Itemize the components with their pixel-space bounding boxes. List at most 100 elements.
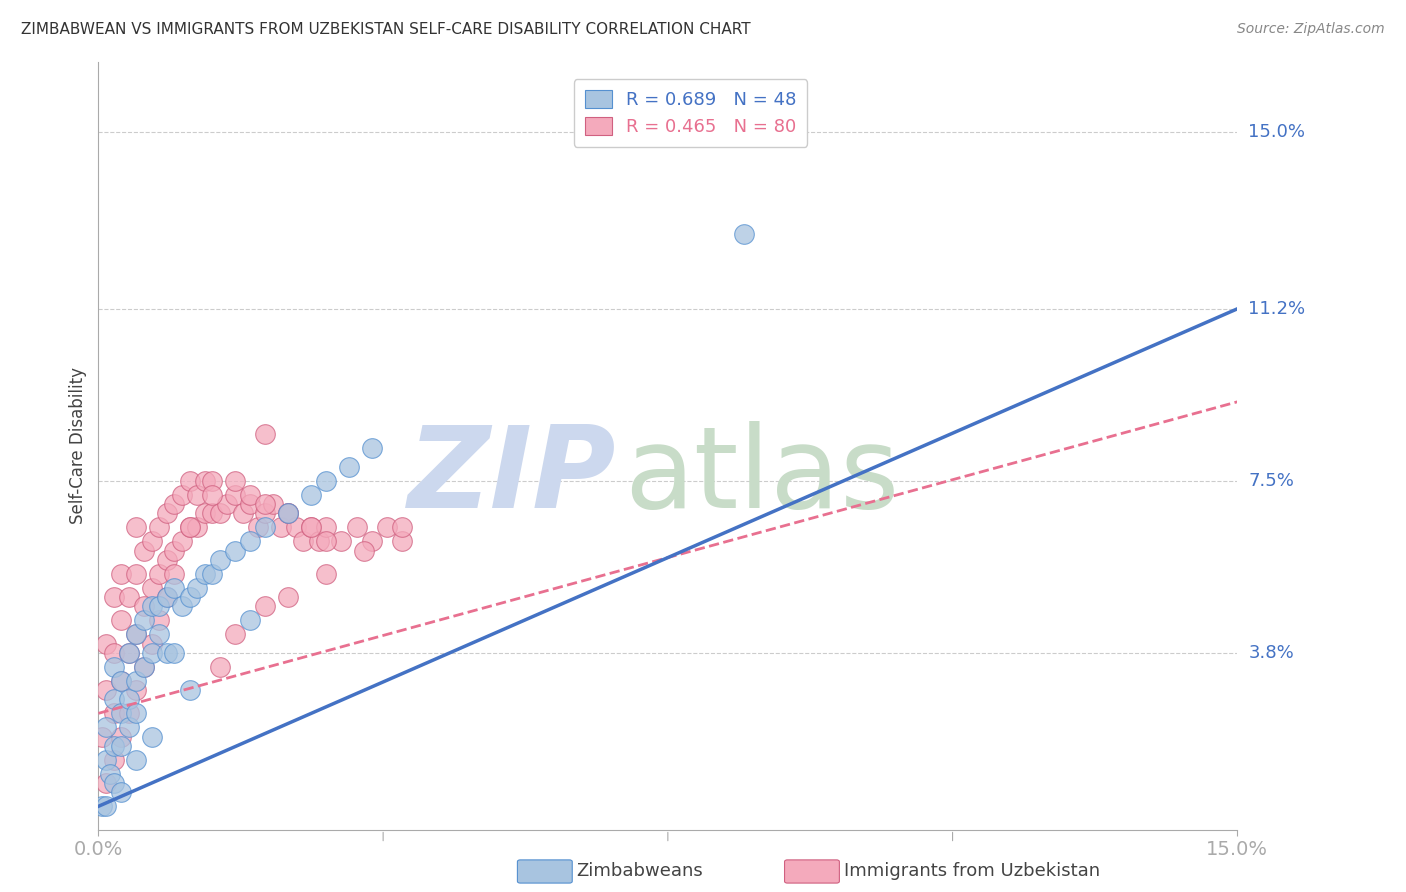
Point — [156, 590, 179, 604]
Point — [391, 534, 413, 549]
Point — [194, 566, 217, 581]
Point — [110, 739, 132, 753]
Point — [163, 646, 186, 660]
Point — [194, 474, 217, 488]
Point — [186, 488, 208, 502]
Point — [299, 520, 322, 534]
Point — [208, 553, 231, 567]
Point — [118, 646, 141, 660]
Point — [132, 599, 155, 614]
Point — [170, 488, 193, 502]
Point — [277, 507, 299, 521]
Point — [201, 474, 224, 488]
Point — [94, 720, 117, 734]
Point — [201, 507, 224, 521]
Text: atlas: atlas — [624, 421, 900, 533]
Point — [179, 683, 201, 698]
Point — [239, 488, 262, 502]
Point — [337, 459, 360, 474]
Point — [163, 497, 186, 511]
Point — [232, 507, 254, 521]
Point — [224, 488, 246, 502]
Point — [141, 730, 163, 744]
Point — [148, 599, 170, 614]
Point — [118, 706, 141, 721]
Point — [103, 646, 125, 660]
Text: Zimbabweans: Zimbabweans — [576, 863, 703, 880]
Point — [103, 660, 125, 674]
Point — [360, 442, 382, 456]
Text: ZIMBABWEAN VS IMMIGRANTS FROM UZBEKISTAN SELF-CARE DISABILITY CORRELATION CHART: ZIMBABWEAN VS IMMIGRANTS FROM UZBEKISTAN… — [21, 22, 751, 37]
Point — [110, 673, 132, 688]
Point — [141, 637, 163, 651]
Point — [125, 683, 148, 698]
Point — [277, 590, 299, 604]
Point — [254, 599, 277, 614]
Point — [254, 497, 277, 511]
Text: Immigrants from Uzbekistan: Immigrants from Uzbekistan — [844, 863, 1099, 880]
Text: Source: ZipAtlas.com: Source: ZipAtlas.com — [1237, 22, 1385, 37]
Point — [125, 627, 148, 641]
Point — [103, 753, 125, 767]
Legend: R = 0.689   N = 48, R = 0.465   N = 80: R = 0.689 N = 48, R = 0.465 N = 80 — [574, 79, 807, 146]
Point — [179, 520, 201, 534]
Point — [94, 637, 117, 651]
Point — [194, 507, 217, 521]
Point — [315, 474, 337, 488]
Text: 15.0%: 15.0% — [1249, 123, 1305, 141]
Point — [277, 507, 299, 521]
Point — [118, 692, 141, 706]
Point — [125, 673, 148, 688]
Point — [148, 566, 170, 581]
Point — [299, 488, 322, 502]
Point — [270, 520, 292, 534]
Point — [224, 543, 246, 558]
Point — [179, 474, 201, 488]
Point — [254, 507, 277, 521]
Point — [156, 590, 179, 604]
Point — [224, 627, 246, 641]
Point — [170, 534, 193, 549]
Point — [179, 590, 201, 604]
Point — [375, 520, 398, 534]
Point — [315, 520, 337, 534]
Point — [208, 507, 231, 521]
Point — [110, 706, 132, 721]
Point — [277, 507, 299, 521]
Point — [254, 520, 277, 534]
Point — [315, 534, 337, 549]
Point — [186, 520, 208, 534]
Point — [733, 227, 755, 242]
Point — [148, 613, 170, 627]
Point — [254, 427, 277, 442]
Point — [132, 660, 155, 674]
Point — [110, 785, 132, 799]
Point — [118, 646, 141, 660]
Point — [208, 660, 231, 674]
Point — [94, 683, 117, 698]
Point — [91, 730, 114, 744]
Point — [156, 646, 179, 660]
Point — [391, 520, 413, 534]
Point — [163, 543, 186, 558]
Point — [148, 520, 170, 534]
Point — [125, 753, 148, 767]
Point — [163, 566, 186, 581]
Point — [217, 497, 239, 511]
Point — [239, 613, 262, 627]
Point — [315, 566, 337, 581]
Point — [239, 497, 262, 511]
Point — [239, 534, 262, 549]
Point — [94, 753, 117, 767]
Point — [330, 534, 353, 549]
Point — [125, 520, 148, 534]
Point — [132, 613, 155, 627]
Text: 7.5%: 7.5% — [1249, 472, 1295, 490]
Point — [103, 776, 125, 790]
Point — [156, 507, 179, 521]
Point — [262, 497, 284, 511]
Point — [284, 520, 307, 534]
Point — [103, 692, 125, 706]
Point — [246, 520, 269, 534]
Point — [179, 520, 201, 534]
